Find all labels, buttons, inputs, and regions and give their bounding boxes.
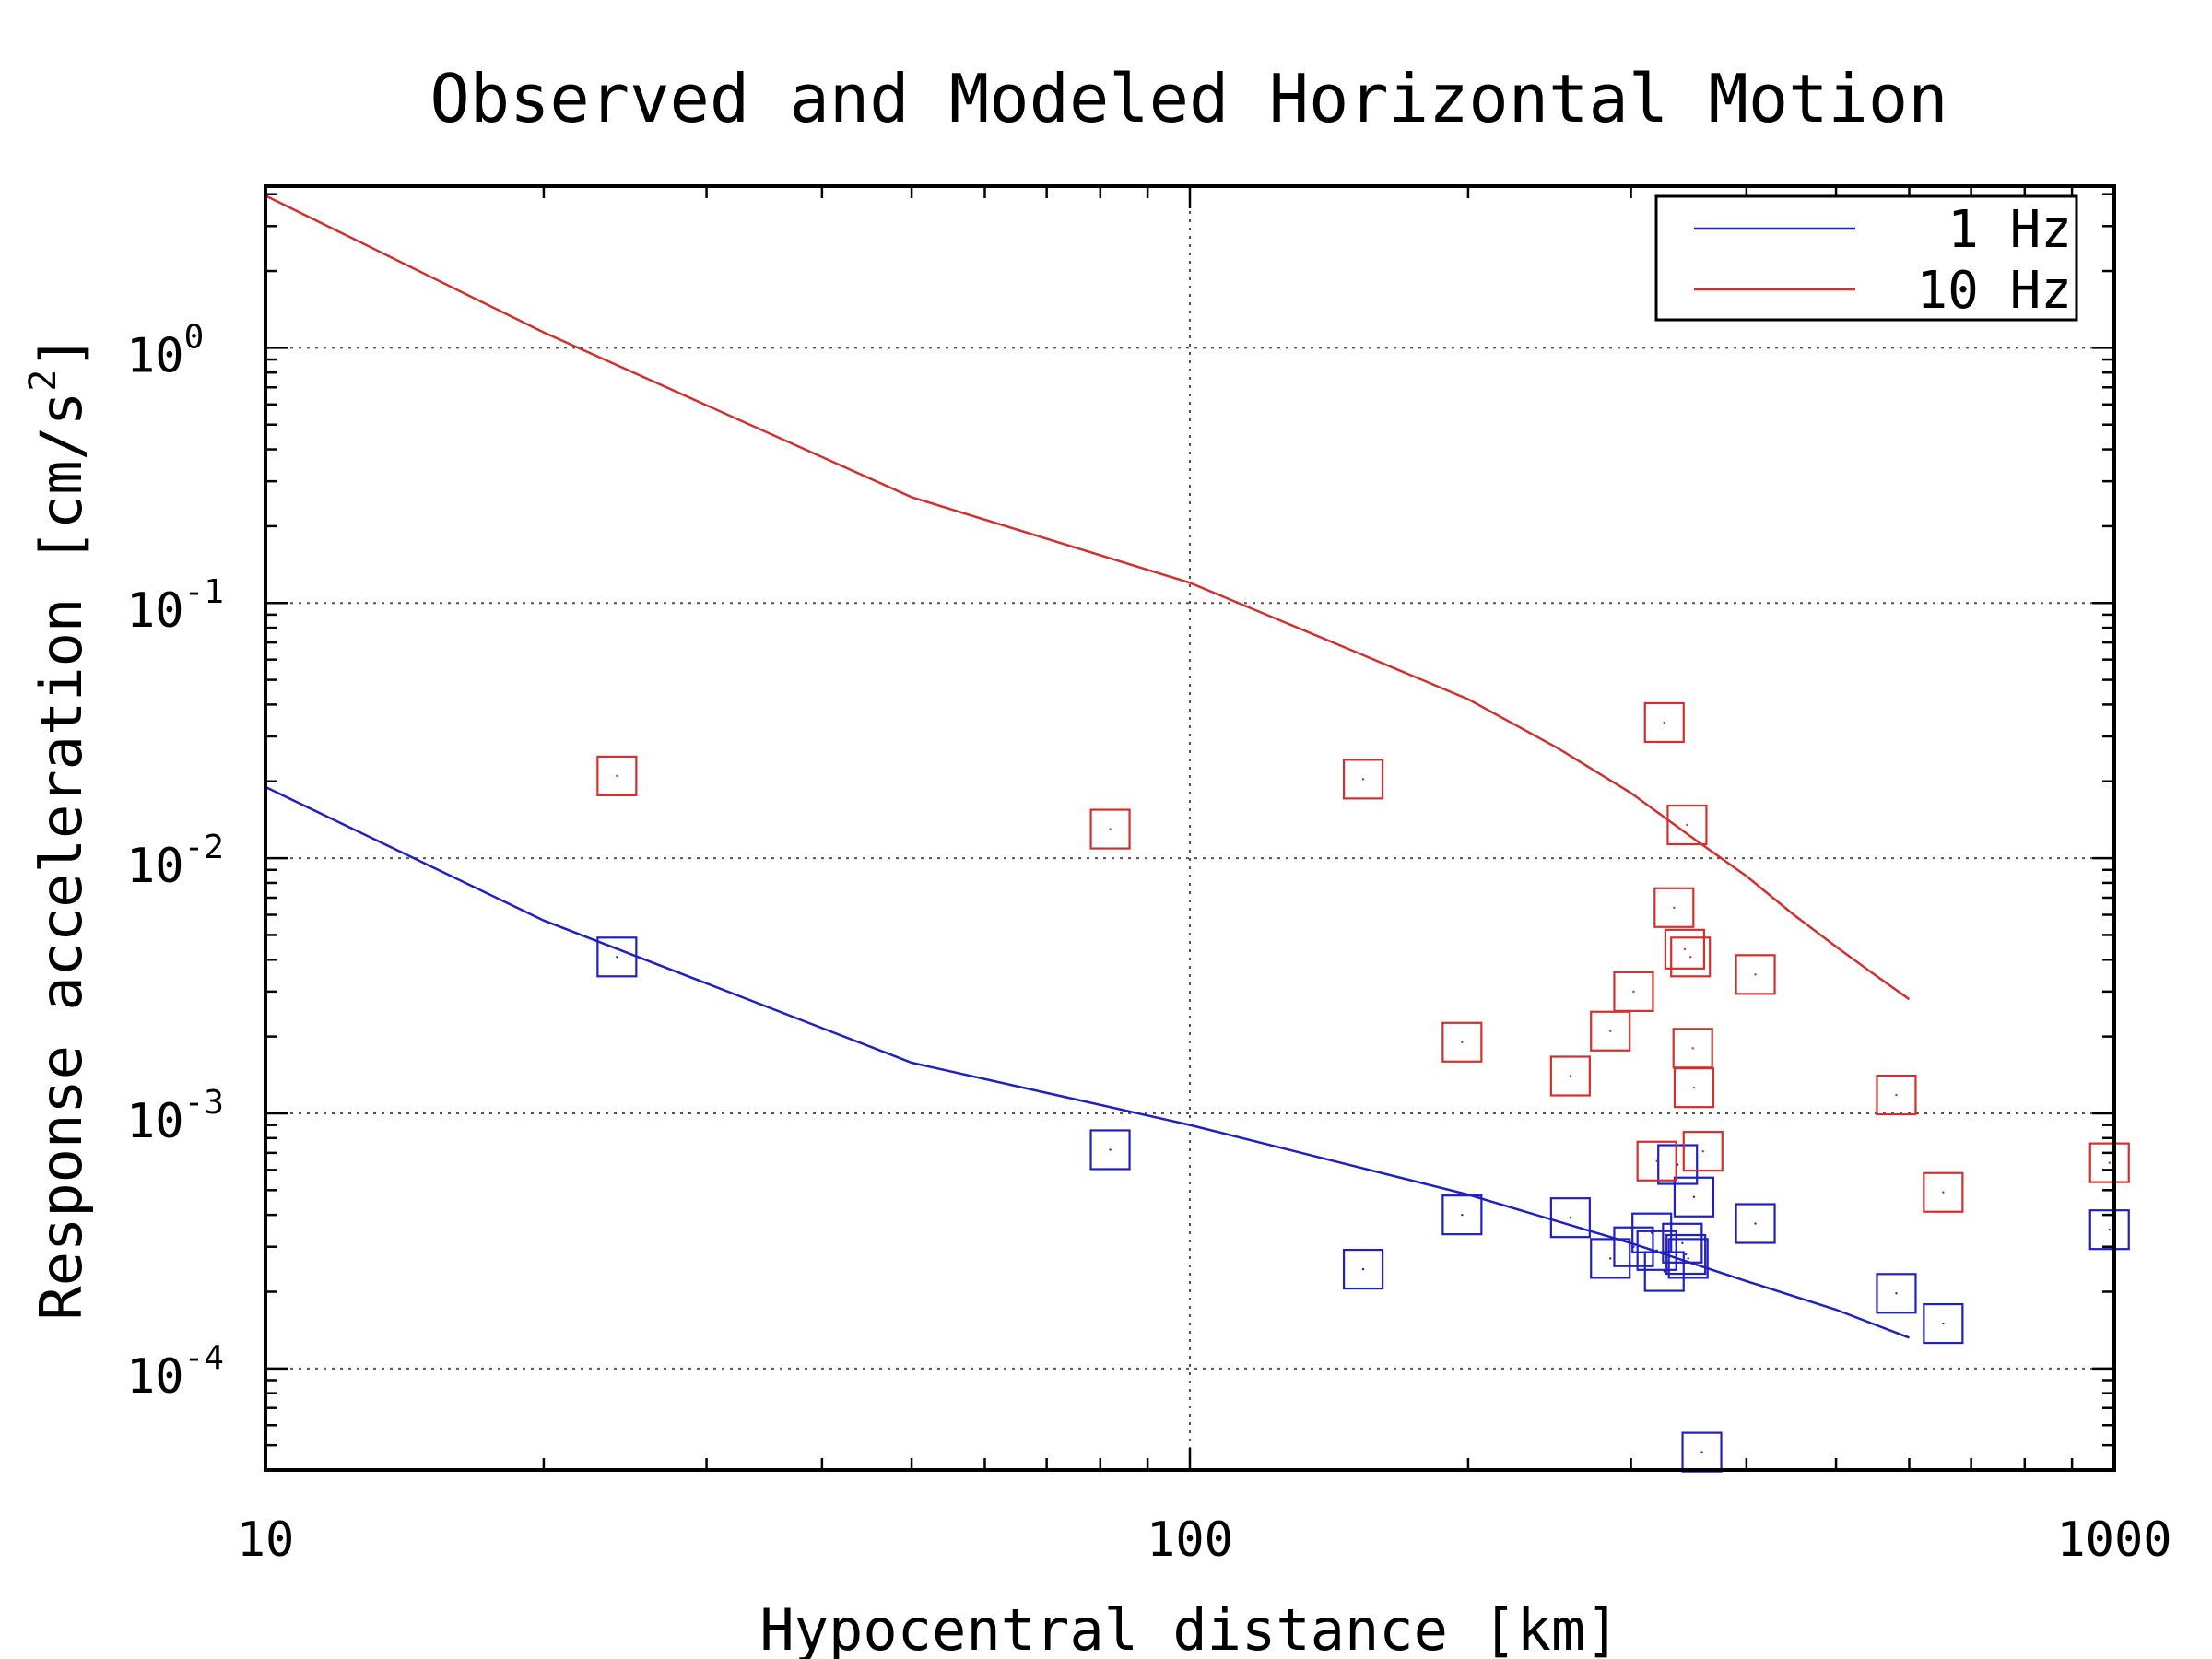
observed-point-center-10-hz [1361, 778, 1365, 781]
observed-point-center-10-hz [1701, 1149, 1704, 1153]
observed-point-center-1-hz [1109, 1148, 1112, 1151]
observed-point-center-10-hz [1569, 1075, 1572, 1077]
observed-point-center-1-hz [1663, 1270, 1665, 1273]
observed-point-1-hz [1735, 1203, 1776, 1244]
observed-point-center-10-hz [1609, 1030, 1612, 1032]
observed-point-1-hz [1643, 1251, 1685, 1292]
observed-point-center-1-hz [1655, 1249, 1658, 1253]
observed-point-center-10-hz [1686, 823, 1688, 827]
observed-point-10-hz [1735, 954, 1776, 995]
observed-point-center-1-hz [616, 956, 618, 959]
x-tick-label: 1000 [2056, 1512, 2171, 1568]
observed-point-10-hz [1613, 971, 1654, 1012]
observed-point-center-1-hz [1692, 1195, 1696, 1198]
observed-point-center-10-hz [2108, 1161, 2111, 1164]
observed-point-10-hz [596, 755, 638, 796]
observed-point-center-1-hz [1461, 1213, 1464, 1217]
observed-point-1-hz [1657, 1144, 1699, 1185]
observed-point-center-1-hz [2108, 1228, 2111, 1231]
observed-point-10-hz [1441, 1021, 1483, 1063]
legend: 1 Hz 10 Hz [1654, 194, 2078, 322]
observed-point-center-10-hz [616, 774, 618, 778]
x-axis-label: Hypocentral distance [km] [759, 1596, 1619, 1659]
observed-point-center-10-hz [1632, 990, 1635, 994]
observed-point-1-hz [1549, 1197, 1591, 1239]
axis-ticks: 10 100 1000 10-4 10-3 10-2 10-1 100 [126, 186, 2172, 1568]
observed-point-1-hz [596, 936, 638, 978]
observed-point-10-hz [1636, 1140, 1677, 1182]
y-tick-label: 10-2 [126, 829, 224, 894]
observed-point-center-1-hz [1361, 1267, 1365, 1271]
observed-point-10-hz [1666, 804, 1708, 846]
y-tick-label: 10-1 [126, 573, 224, 639]
observed-point-1-hz [1342, 1248, 1384, 1290]
observed-point-10-hz [2088, 1142, 2130, 1183]
observed-point-center-10-hz [1655, 1159, 1658, 1162]
observed-point-10-hz [1664, 928, 1706, 970]
observed-point-center-1-hz [1609, 1257, 1612, 1260]
observed-point-10-hz [1653, 887, 1695, 928]
observed-point-10-hz [1342, 759, 1384, 800]
model-line-10-hz [265, 194, 1911, 1001]
observed-point-center-10-hz [1109, 828, 1112, 830]
x-tick-label: 10 [237, 1512, 295, 1568]
observed-point-10-hz [1643, 701, 1685, 744]
observed-point-1-hz [1665, 1233, 1707, 1276]
observed-point-1-hz [1441, 1194, 1483, 1236]
observed-point-center-10-hz [1461, 1041, 1464, 1043]
observed-point-center-10-hz [1691, 1047, 1694, 1050]
observed-point-center-10-hz [1754, 973, 1757, 976]
observed-point-center-1-hz [1942, 1322, 1945, 1325]
observed-point-center-10-hz [1692, 1086, 1696, 1089]
chart-title: Observed and Modeled Horizontal Motion [429, 60, 1947, 137]
observed-point-center-10-hz [1683, 947, 1687, 951]
observed-point-1-hz [1662, 1222, 1703, 1264]
plot-series [265, 194, 2130, 1473]
observed-point-10-hz [1673, 1067, 1715, 1109]
observed-point-1-hz [1089, 1129, 1131, 1171]
y-axis-label-main: Response acceleration [cm/s [28, 392, 95, 1321]
observed-point-1-hz [1667, 1238, 1709, 1279]
observed-point-10-hz [1682, 1131, 1724, 1172]
observed-point-10-hz [1549, 1055, 1591, 1097]
y-tick-label: 10-4 [126, 1339, 224, 1405]
observed-point-center-1-hz [1569, 1216, 1572, 1219]
y-tick-label: 100 [126, 318, 204, 383]
plot-frame [264, 184, 2116, 1472]
observed-point-1-hz [1636, 1230, 1677, 1271]
observed-point-center-1-hz [1681, 1241, 1684, 1244]
observed-point-center-1-hz [1684, 1253, 1688, 1256]
grid [265, 186, 2114, 1470]
observed-point-center-1-hz [1700, 1451, 1703, 1453]
observed-point-center-10-hz [1942, 1191, 1945, 1194]
observed-point-1-hz [1923, 1302, 1964, 1345]
observed-point-center-1-hz [1754, 1222, 1757, 1225]
y-axis-label: Response acceleration [cm/s2] [22, 335, 95, 1320]
observed-point-10-hz [1089, 808, 1131, 850]
observed-point-10-hz [1670, 936, 1712, 978]
observed-point-center-10-hz [1663, 721, 1665, 724]
y-tick-label: 10-3 [126, 1084, 224, 1149]
observed-point-1-hz [1876, 1273, 1917, 1314]
observed-point-center-10-hz [1689, 956, 1692, 959]
observed-point-1-hz [1590, 1238, 1631, 1279]
observed-point-center-1-hz [1895, 1292, 1898, 1295]
observed-point-1-hz [2088, 1209, 2130, 1251]
observed-point-center-1-hz [1650, 1231, 1653, 1234]
observed-point-center-1-hz [1687, 1257, 1689, 1260]
observed-point-center-10-hz [1895, 1093, 1898, 1097]
x-tick-label: 100 [1147, 1512, 1233, 1568]
y-axis-label-end: ] [28, 335, 95, 369]
observed-point-10-hz [1876, 1074, 1917, 1116]
y-axis-label-superscript: 2 [22, 370, 65, 392]
observed-point-10-hz [1590, 1010, 1631, 1052]
legend-label-10-hz: 10 Hz [1916, 261, 2072, 321]
legend-box [1654, 194, 2078, 322]
legend-label-1-hz: 1 Hz [1947, 200, 2072, 260]
observed-point-1-hz [1613, 1226, 1654, 1267]
observed-point-10-hz [1923, 1171, 1964, 1213]
observed-point-center-10-hz [1673, 906, 1676, 909]
observed-point-1-hz [1673, 1176, 1715, 1218]
